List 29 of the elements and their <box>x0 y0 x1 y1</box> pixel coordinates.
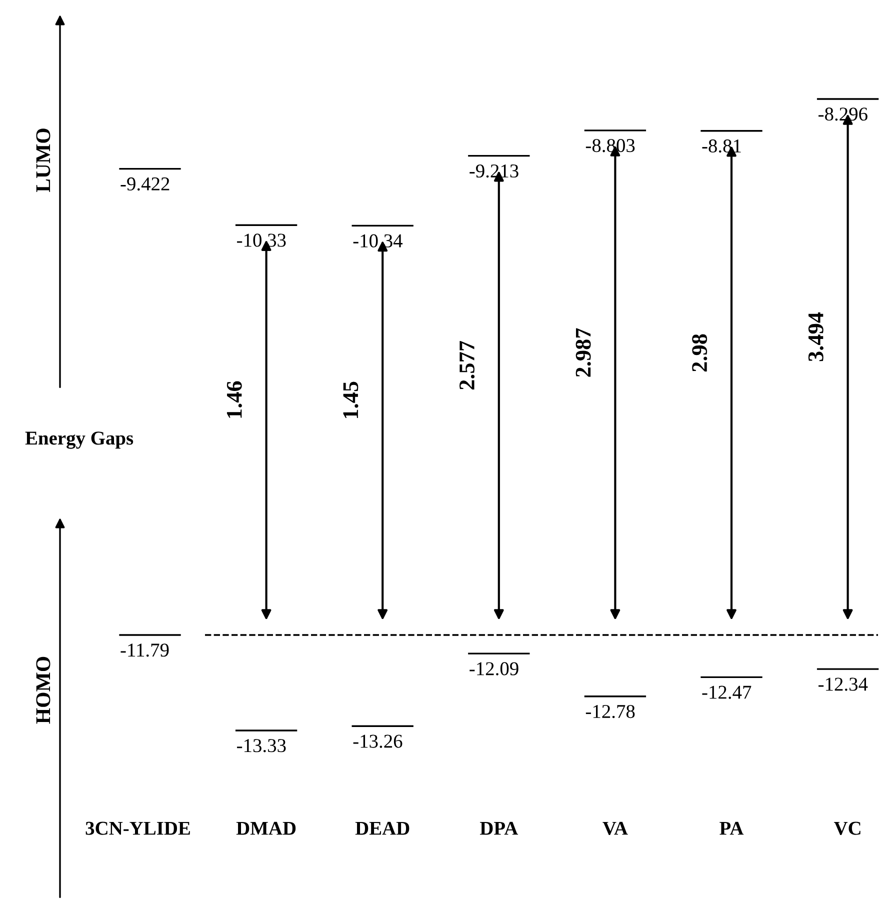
text: Energy Gaps <box>25 432 134 449</box>
data-label: 2.98 <box>692 334 708 372</box>
data-label: -12.34 <box>818 678 868 691</box>
data-label: 2.987 <box>576 328 591 377</box>
text: LUMO <box>36 128 50 192</box>
category-label: VA <box>602 822 628 835</box>
data-label: -8.296 <box>818 108 868 121</box>
data-label: -13.33 <box>237 739 286 752</box>
text: HOMO <box>36 656 50 724</box>
data-label: -11.79 <box>120 644 169 657</box>
data-label: 2.577 <box>460 340 475 390</box>
category-label: 3CN-YLIDE <box>86 822 190 835</box>
category-label: DPA <box>480 822 518 835</box>
data-label: -12.47 <box>702 686 752 699</box>
data-label: -12.78 <box>586 704 635 718</box>
category-label: DMAD <box>236 822 296 835</box>
data-label: -9.213 <box>470 164 518 178</box>
data-label: 3.494 <box>808 312 824 362</box>
data-label: -13.26 <box>353 734 402 748</box>
data-label: -12.09 <box>470 662 518 676</box>
category-label: DEAD <box>355 822 410 835</box>
data-label: 1.45 <box>343 382 358 418</box>
data-label: -8.803 <box>586 138 635 152</box>
category-label: PA <box>720 822 744 835</box>
data-label: -10.34 <box>353 234 403 248</box>
data-label: 1.46 <box>226 381 242 418</box>
category-label: VC <box>834 822 860 835</box>
data-label: -9.422 <box>120 177 170 191</box>
data-label: -10.33 <box>237 234 286 247</box>
